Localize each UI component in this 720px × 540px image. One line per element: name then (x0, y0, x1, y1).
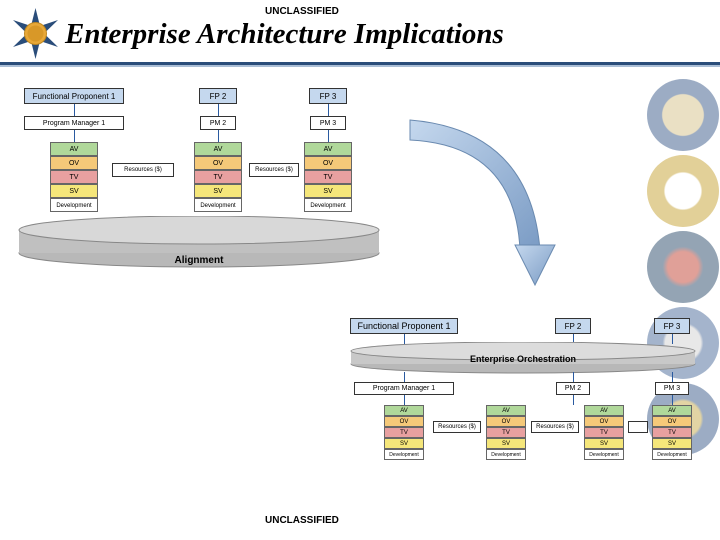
stack-sv: SV (304, 184, 352, 198)
stack-ov: OV (584, 416, 624, 427)
pm-box: Program Manager 1 (354, 382, 454, 395)
pm-box: PM 3 (310, 116, 346, 130)
stack-tv: TV (304, 170, 352, 184)
connector (328, 104, 329, 116)
connector (404, 372, 405, 382)
stack-tv: TV (384, 427, 424, 438)
stack-dev: Development (194, 198, 242, 212)
stack-dev: Development (384, 449, 424, 460)
orch-label: Enterprise Orchestration (350, 354, 696, 364)
stack-tv: TV (50, 170, 98, 184)
resources-box (628, 421, 648, 433)
stack-tv: TV (486, 427, 526, 438)
pm-box: Program Manager 1 (24, 116, 124, 130)
seal-icon (647, 155, 719, 227)
fp-box: FP 2 (199, 88, 237, 104)
pm-box: PM 2 (200, 116, 236, 130)
connector (404, 395, 405, 405)
stack-ov: OV (486, 416, 526, 427)
org-logo-icon (8, 6, 63, 61)
connector (672, 395, 673, 405)
pm-box: PM 2 (556, 382, 590, 395)
platform-label: Alignment (24, 255, 374, 266)
stack-ov: OV (194, 156, 242, 170)
stack-dev: Development (304, 198, 352, 212)
fp-box: Functional Proponent 1 (24, 88, 124, 104)
connector (672, 372, 673, 382)
stack-ov: OV (304, 156, 352, 170)
stack-av: AV (194, 142, 242, 156)
stack-av: AV (304, 142, 352, 156)
diagram-orchestration: Functional Proponent 1 FP 2 FP 3 Enterpr… (350, 318, 710, 513)
pm-box: PM 3 (655, 382, 689, 395)
connector (573, 372, 574, 382)
stack-av: AV (384, 405, 424, 416)
resources-box: Resources ($) (112, 163, 174, 177)
seal-icon (647, 231, 719, 303)
header-divider (0, 62, 720, 67)
resources-box: Resources ($) (249, 163, 299, 177)
connector (74, 130, 75, 142)
stack-ov: OV (652, 416, 692, 427)
stack-dev: Development (584, 449, 624, 460)
stack-av: AV (486, 405, 526, 416)
stack-av: AV (652, 405, 692, 416)
stack-av: AV (50, 142, 98, 156)
connector (218, 104, 219, 116)
resources-box: Resources ($) (531, 421, 579, 433)
stack-tv: TV (652, 427, 692, 438)
stack-tv: TV (584, 427, 624, 438)
fp-box: FP 2 (555, 318, 591, 334)
stack-sv: SV (50, 184, 98, 198)
header: UNCLASSIFIED Enterprise Architecture Imp… (0, 0, 720, 70)
stack-sv: SV (584, 438, 624, 449)
page-title: Enterprise Architecture Implications (65, 18, 504, 51)
stack-sv: SV (384, 438, 424, 449)
connector (74, 104, 75, 116)
transition-arrow-icon (380, 100, 580, 300)
stack-sv: SV (652, 438, 692, 449)
stack-ov: OV (50, 156, 98, 170)
fp-box: FP 3 (309, 88, 347, 104)
classification-top: UNCLASSIFIED (265, 6, 339, 17)
connector (328, 130, 329, 142)
stack-dev: Development (50, 198, 98, 212)
resources-box: Resources ($) (433, 421, 481, 433)
stack-sv: SV (194, 184, 242, 198)
seal-icon (647, 79, 719, 151)
stack-sv: SV (486, 438, 526, 449)
classification-bottom: UNCLASSIFIED (265, 515, 339, 526)
diagram-alignment: Functional Proponent 1 FP 2 FP 3 Program… (24, 88, 394, 318)
fp-box: Functional Proponent 1 (350, 318, 458, 334)
fp-box: FP 3 (654, 318, 690, 334)
connector (573, 395, 574, 405)
stack-av: AV (584, 405, 624, 416)
connector (218, 130, 219, 142)
stack-dev: Development (486, 449, 526, 460)
stack-dev: Development (652, 449, 692, 460)
stack-ov: OV (384, 416, 424, 427)
stack-tv: TV (194, 170, 242, 184)
